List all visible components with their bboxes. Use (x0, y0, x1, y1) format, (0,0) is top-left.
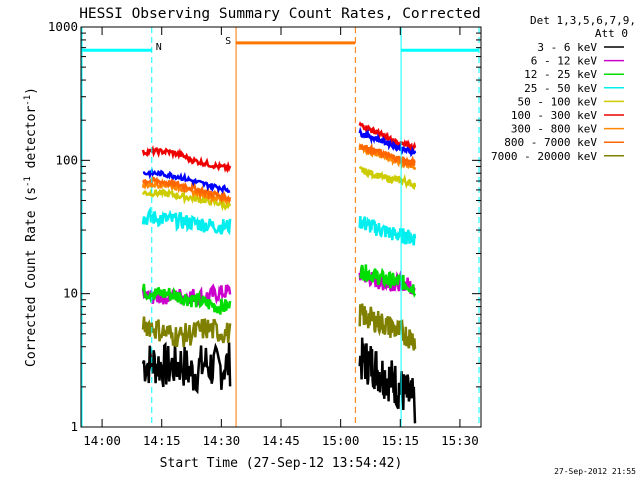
series-line (358, 337, 417, 424)
y-tick-label: 1000 (48, 19, 78, 34)
legend-label: 300 - 800 keV (511, 123, 597, 136)
series-line (359, 264, 417, 298)
series-line (141, 283, 232, 315)
legend-label: 7000 - 20000 keV (491, 150, 597, 163)
footer-date: 27-Sep-2012 21:55 (554, 467, 636, 476)
legend-label: 50 - 100 keV (518, 95, 598, 108)
plot-frame (80, 26, 482, 428)
x-tick-label: 14:15 (143, 433, 181, 448)
series-line (358, 126, 417, 158)
series-line (358, 216, 417, 246)
series-line (141, 188, 232, 212)
series-line (141, 145, 232, 174)
y-axis-label-main: Corrected Count Rate (s (24, 187, 39, 367)
legend-label: 3 - 6 keV (537, 41, 597, 54)
x-axis: 14:00 14:15 14:30 14:45 15:00 15:15 15:30 (83, 27, 479, 448)
x-tick-label: 14:00 (83, 433, 121, 448)
x-tick-label: 15:30 (441, 433, 479, 448)
marker-layer: NS (81, 27, 480, 427)
series-line (142, 167, 231, 195)
legend-label: 100 - 300 keV (511, 109, 597, 122)
series-line (141, 175, 232, 205)
y-axis-label-end: ) (24, 87, 39, 95)
x-tick-label: 15:15 (381, 433, 419, 448)
saa-marker-label: S (225, 36, 231, 47)
data-layer (141, 121, 417, 424)
series-line (358, 303, 417, 351)
series-line (358, 121, 417, 153)
x-tick-label: 15:00 (322, 433, 360, 448)
legend-label: 12 - 25 keV (524, 68, 597, 81)
chart-title: HESSI Observing Summary Count Rates, Cor… (79, 6, 481, 22)
y-tick-label: 100 (55, 152, 78, 167)
night-marker-label: N (156, 42, 162, 53)
x-tick-label: 14:45 (262, 433, 300, 448)
legend-label: 6 - 12 keV (531, 55, 598, 68)
legend-header-attenuator: Att 0 (595, 27, 628, 40)
y-tick-label: 1 (70, 419, 78, 434)
y-axis-label-sup1: -1 (23, 176, 33, 187)
series-line (141, 206, 232, 236)
series-line (358, 166, 417, 191)
legend-label: 800 - 7000 keV (504, 136, 597, 149)
y-axis-label-sup2: -1 (23, 95, 33, 106)
y-axis-label: Corrected Count Rate (s-1 detector-1) (23, 87, 39, 367)
legend-header-detectors: Det 1,3,5,6,7,9, (530, 14, 636, 27)
series-line (358, 142, 416, 169)
series-line (141, 341, 232, 395)
y-axis-label-mid: detector (24, 106, 39, 177)
y-tick-label: 10 (63, 286, 78, 301)
series-line (141, 316, 232, 348)
x-tick-label: 14:30 (203, 433, 241, 448)
y-axis: 1 10 100 1000 (48, 19, 481, 434)
x-axis-label: Start Time (27-Sep-12 13:54:42) (160, 456, 403, 471)
legend-label: 25 - 50 keV (524, 82, 597, 95)
